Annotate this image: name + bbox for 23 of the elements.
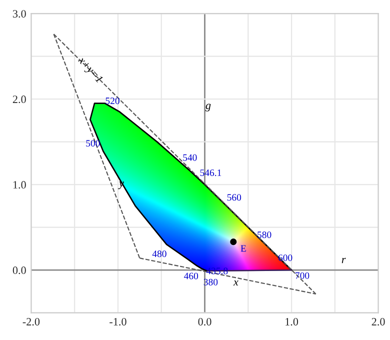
annotation: 700 <box>296 272 310 279</box>
annotation: E <box>240 245 246 252</box>
annotation: 480 <box>152 250 166 258</box>
annotation: 520 <box>106 98 120 104</box>
y-tick-label: 0.0 <box>12 266 26 274</box>
x-tick-label: 1.0 <box>286 318 298 326</box>
annotation: 460 <box>184 272 198 280</box>
annotation: 435.8 <box>206 268 228 274</box>
annotation: 580 <box>258 232 272 238</box>
annotation: 540 <box>183 154 197 161</box>
annotation: r <box>342 258 346 264</box>
annotation: 560 <box>227 194 242 201</box>
annotation: 380 <box>204 278 218 286</box>
annotation: x <box>233 280 238 286</box>
x-tick-label: -2.0 <box>22 318 40 326</box>
x-tick-label: 2.0 <box>372 318 385 326</box>
x-tick-label: -1.0 <box>110 318 126 326</box>
annotation: g <box>205 104 211 112</box>
x-tick-label: 0.0 <box>198 318 212 326</box>
y-tick-label: 2.0 <box>12 96 26 104</box>
annotation: 546.1 <box>200 169 222 176</box>
y-tick-label: 3.0 <box>12 10 26 18</box>
y-tick-label: 1.0 <box>13 181 26 189</box>
